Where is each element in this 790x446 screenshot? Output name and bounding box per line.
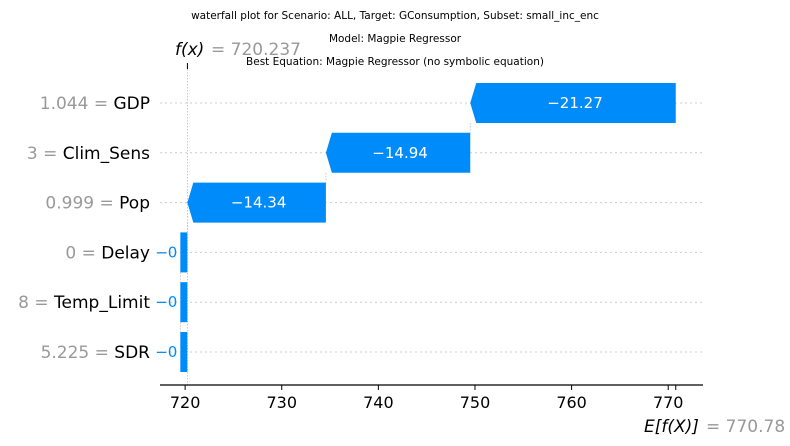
- x-tick-label: 760: [556, 393, 587, 412]
- feature-label: 1.044 = GDP: [40, 94, 150, 114]
- x-tick-label: 750: [460, 393, 491, 412]
- efx-value: = 770.78: [706, 417, 785, 437]
- feature-label: 3 = Clim_Sens: [27, 144, 150, 164]
- fx-annotation: f(x) = 720.237: [175, 40, 301, 60]
- feature-value: 0 =: [65, 243, 101, 263]
- shap-bar: [325, 132, 471, 173]
- fx-label: f(x): [175, 40, 204, 60]
- feature-value: 3 =: [27, 144, 63, 164]
- bar-value-label: −0: [155, 293, 177, 311]
- feature-label: 0 = Delay: [65, 243, 150, 263]
- x-tick-label: 720: [170, 393, 201, 412]
- x-axis-ticks: 720 730 740 750 760 770: [170, 385, 684, 412]
- efx-annotation: E[f(X)] = 770.78: [644, 417, 785, 437]
- bar-value-label: −0: [155, 343, 177, 361]
- reference-lines: [179, 63, 471, 385]
- x-tick-label: 730: [266, 393, 297, 412]
- bar-value-label: −14.34: [231, 194, 287, 212]
- shap-bar: [180, 282, 188, 323]
- bar-value-label: −14.94: [372, 144, 428, 162]
- bars: −21.27 −14.94 −14.34 −0 −0 −0: [155, 83, 676, 372]
- feature-value: 0.999 =: [45, 194, 119, 214]
- chart-title-line-2: Model: Magpie Regressor: [329, 33, 462, 45]
- feature-value: 8 =: [18, 293, 54, 313]
- x-tick-label: 770: [653, 393, 684, 412]
- shap-bar: [180, 232, 188, 273]
- efx-label: E[f(X)]: [644, 417, 699, 437]
- shap-bar: [180, 332, 188, 372]
- feature-label: 5.225 = SDR: [41, 343, 151, 363]
- feature-value: 5.225 =: [41, 343, 115, 363]
- feature-name: SDR: [114, 343, 150, 363]
- chart-title-line-1: waterfall plot for Scenario: ALL, Target…: [191, 10, 599, 22]
- feature-name: Temp_Limit: [53, 293, 150, 313]
- feature-name: Clim_Sens: [63, 144, 150, 164]
- x-tick-label: 740: [363, 393, 394, 412]
- feature-label: 0.999 = Pop: [45, 194, 150, 214]
- feature-value: 1.044 =: [40, 94, 114, 114]
- feature-name: Delay: [101, 243, 150, 263]
- feature-name: Pop: [119, 194, 150, 214]
- feature-label: 8 = Temp_Limit: [18, 293, 150, 313]
- fx-value: = 720.237: [211, 40, 301, 60]
- bar-value-label: −0: [155, 243, 177, 261]
- feature-labels: 1.044 = GDP 3 = Clim_Sens 0.999 = Pop 0 = D…: [18, 94, 150, 363]
- shap-bar: [187, 182, 326, 223]
- chart-title-line-3: Best Equation: Magpie Regressor (no symb…: [246, 56, 544, 68]
- bar-value-label: −21.27: [547, 94, 603, 112]
- shap-bar: [470, 83, 676, 123]
- feature-name: GDP: [113, 94, 150, 114]
